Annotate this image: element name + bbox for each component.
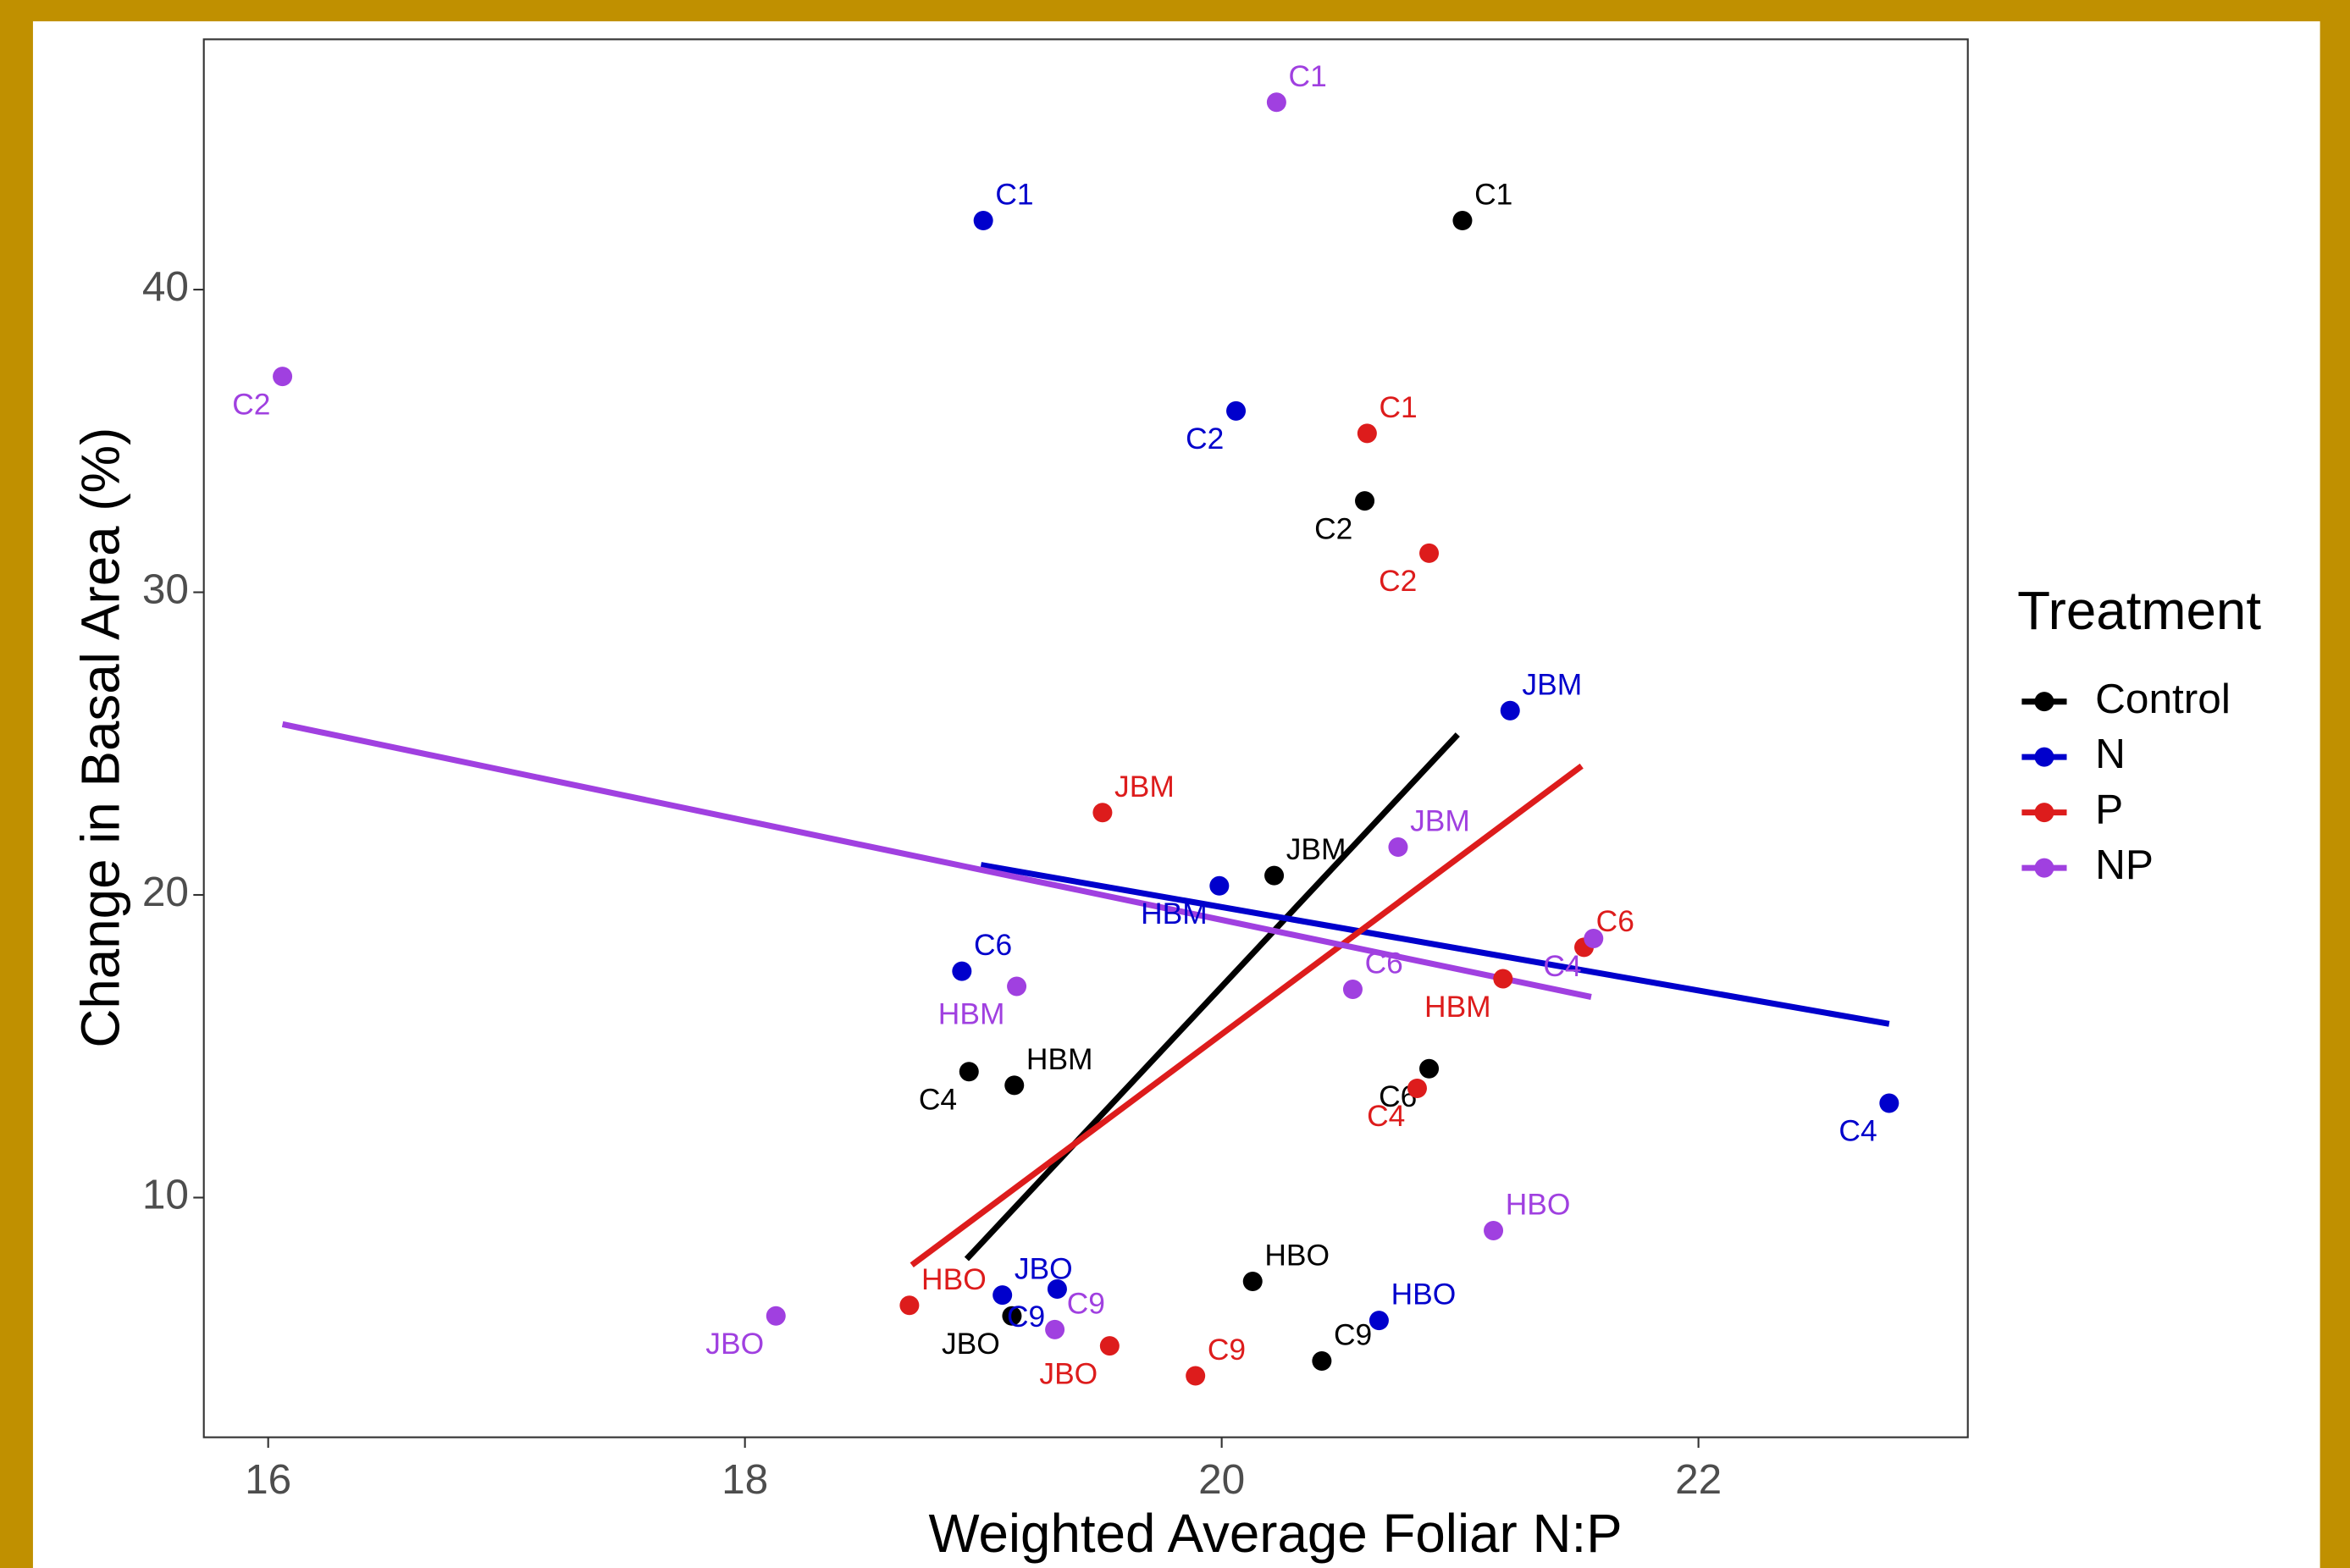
point xyxy=(1407,1078,1427,1098)
point xyxy=(1879,1093,1899,1113)
point-label: HBM xyxy=(1424,991,1491,1024)
fit-line xyxy=(910,763,1584,1268)
point xyxy=(973,211,993,231)
point-label: C1 xyxy=(1474,179,1512,212)
legend-key-point xyxy=(2034,858,2054,878)
point xyxy=(1045,1319,1065,1339)
point-label: HBO xyxy=(1506,1188,1571,1221)
point xyxy=(1226,400,1247,421)
point-label: C2 xyxy=(232,388,270,421)
y-tick-label: 10 xyxy=(142,1171,189,1218)
point xyxy=(1493,969,1513,989)
point xyxy=(1007,976,1027,997)
legend-key-point xyxy=(2034,803,2054,823)
point-label: C1 xyxy=(1380,391,1418,424)
legend-label: N xyxy=(2095,730,2126,777)
point xyxy=(766,1306,786,1326)
legend-key-point xyxy=(2034,692,2054,712)
point-label: HBM xyxy=(1026,1043,1093,1076)
point-label: JBM xyxy=(1114,770,1175,803)
point-label: C4 xyxy=(1543,950,1581,983)
point-label: JBO xyxy=(1015,1253,1073,1286)
point-label: JBM xyxy=(1522,668,1582,701)
point-label: JBM xyxy=(1410,805,1470,838)
point-label: JBO xyxy=(942,1328,1000,1361)
point-label: C4 xyxy=(1367,1100,1405,1133)
point-label: C4 xyxy=(1839,1115,1877,1148)
point-label: C2 xyxy=(1314,512,1352,545)
point xyxy=(1004,1075,1025,1096)
point-label: C9 xyxy=(1007,1300,1045,1333)
point-label: C1 xyxy=(995,179,1033,212)
point xyxy=(899,1295,920,1316)
point-label: HBO xyxy=(921,1263,987,1296)
point xyxy=(1266,92,1286,113)
point xyxy=(273,367,293,387)
x-tick-label: 16 xyxy=(245,1455,291,1503)
y-tick-label: 40 xyxy=(142,262,189,310)
point xyxy=(1209,875,1230,896)
point xyxy=(1242,1272,1263,1292)
point-label: JBO xyxy=(1039,1357,1098,1390)
point xyxy=(1047,1278,1067,1299)
legend-key-point xyxy=(2034,747,2054,767)
x-tick-label: 18 xyxy=(722,1455,768,1503)
x-tick-label: 22 xyxy=(1675,1455,1722,1503)
plot-border xyxy=(202,38,1969,1438)
point xyxy=(1186,1366,1206,1386)
point-label: HBO xyxy=(1391,1278,1457,1311)
y-tick-label: 20 xyxy=(142,868,189,915)
point-label: C6 xyxy=(974,929,1012,962)
point-label: C6 xyxy=(1365,947,1403,980)
point-label: HBO xyxy=(1264,1239,1330,1273)
point xyxy=(1500,700,1520,721)
point xyxy=(1369,1311,1389,1331)
point-label: C2 xyxy=(1379,565,1417,598)
point xyxy=(1264,865,1285,886)
point xyxy=(1099,1336,1120,1356)
point xyxy=(1355,491,1375,511)
point-label: C1 xyxy=(1289,60,1327,93)
panel xyxy=(32,21,2320,1568)
point-label: JBM xyxy=(1286,833,1346,866)
point xyxy=(1484,1220,1504,1240)
point-label: JBO xyxy=(705,1328,764,1361)
fit-line xyxy=(964,732,1460,1262)
point-label: C9 xyxy=(1208,1333,1246,1366)
point xyxy=(1452,211,1473,231)
point xyxy=(959,1062,979,1082)
x-axis-label: Weighted Average Foliar N:P xyxy=(928,1503,1622,1564)
fit-line xyxy=(980,862,1890,1027)
point xyxy=(952,961,972,981)
point-label: C4 xyxy=(919,1084,957,1117)
legend-label: P xyxy=(2095,786,2123,833)
point-label: C6 xyxy=(1596,905,1634,938)
point-label: C2 xyxy=(1186,422,1224,455)
y-axis-label: Change in Basal Area (%) xyxy=(70,428,131,1048)
point-label: HBM xyxy=(938,998,1005,1031)
point xyxy=(1312,1351,1332,1372)
y-tick-label: 30 xyxy=(142,566,189,613)
x-tick-label: 20 xyxy=(1198,1455,1245,1503)
legend-title: Treatment xyxy=(2017,580,2261,641)
point xyxy=(1357,423,1377,444)
point-label: C9 xyxy=(1334,1319,1372,1352)
point xyxy=(1584,928,1604,948)
point-label: HBM xyxy=(1141,897,1208,930)
point xyxy=(1092,803,1113,823)
point-label: C9 xyxy=(1067,1287,1105,1320)
legend-label: Control xyxy=(2095,675,2231,722)
point xyxy=(1002,1306,1022,1326)
fit-line xyxy=(281,721,1592,1000)
point xyxy=(993,1285,1013,1306)
point xyxy=(1388,837,1408,858)
legend-label: NP xyxy=(2095,841,2154,888)
point xyxy=(1419,543,1440,563)
point xyxy=(1419,1058,1440,1079)
point xyxy=(1342,980,1363,1000)
